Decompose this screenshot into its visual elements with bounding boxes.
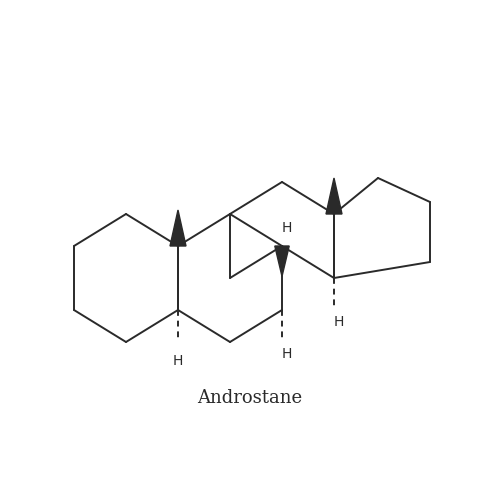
- Text: H: H: [282, 220, 292, 234]
- Polygon shape: [326, 178, 342, 214]
- Polygon shape: [170, 210, 186, 246]
- Text: Androstane: Androstane: [198, 389, 302, 407]
- Text: H: H: [282, 347, 292, 361]
- Text: H: H: [334, 315, 344, 329]
- Polygon shape: [275, 246, 289, 276]
- Text: H: H: [173, 354, 183, 368]
